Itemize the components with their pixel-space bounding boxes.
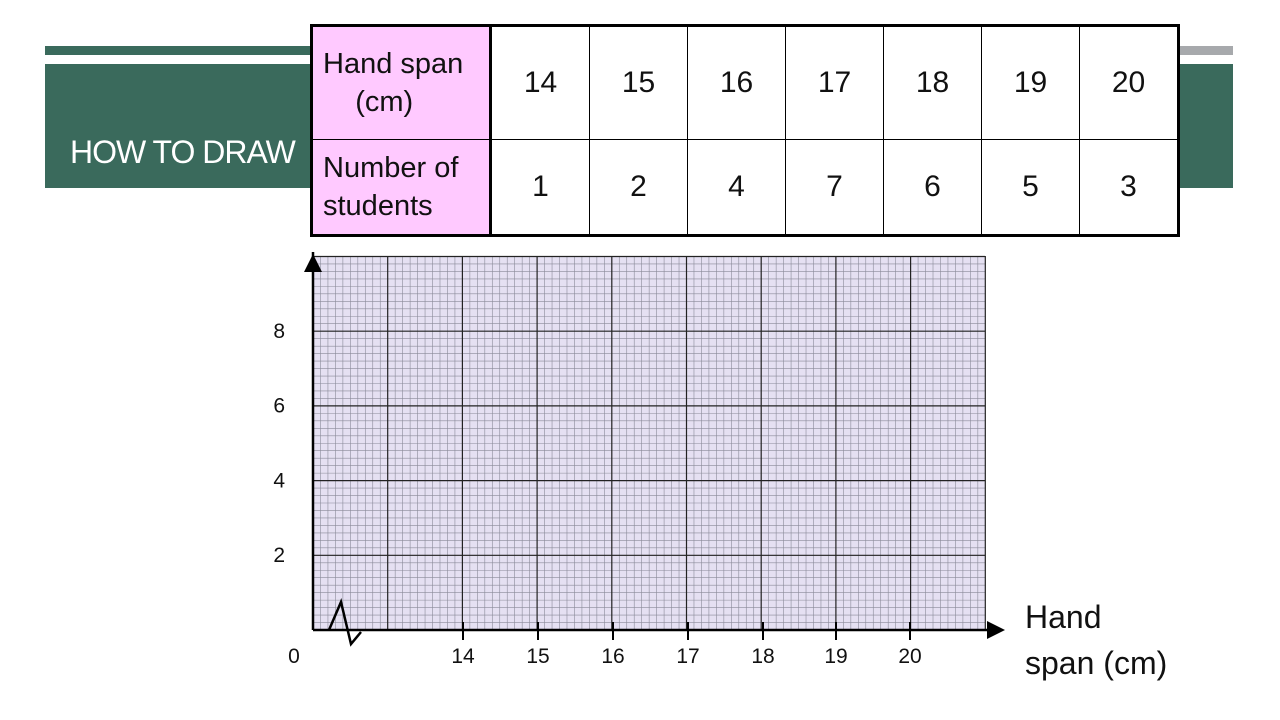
x-axis-title: Hand (1025, 599, 1102, 635)
hand-span-header: Hand span (cm) (311, 25, 492, 140)
x-tick-label: 18 (751, 645, 774, 668)
students-header: Number of students (311, 139, 492, 236)
y-axis-arrow (304, 254, 322, 272)
x-tick-label: 14 (451, 645, 475, 668)
student-count-value: 4 (687, 139, 786, 236)
y-tick-label: 6 (273, 395, 285, 418)
hand-span-row: Hand span (cm) 14 15 16 17 18 19 20 (311, 25, 1179, 140)
origin-label: 0 (288, 645, 300, 668)
x-axis-title: span (cm) (1025, 645, 1167, 681)
hand-span-value: 19 (981, 25, 1080, 140)
y-tick-label: 4 (273, 469, 285, 492)
x-tick-label: 20 (898, 645, 921, 668)
axis-break-zigzag (327, 598, 362, 647)
x-axis-arrow (987, 621, 1005, 639)
student-count-value: 2 (589, 139, 688, 236)
hand-span-value: 14 (490, 25, 590, 140)
hand-span-value: 18 (883, 25, 982, 140)
student-count-value: 1 (490, 139, 590, 236)
frequency-table: Hand span (cm) 14 15 16 17 18 19 20 Number of s… (310, 24, 1180, 237)
y-tick-label: 8 (273, 320, 285, 343)
hand-span-value: 16 (687, 25, 786, 140)
x-tick-label: 17 (676, 645, 699, 668)
x-tick-label: 16 (601, 645, 624, 668)
y-tick-label: 2 (273, 544, 285, 567)
student-count-value: 6 (883, 139, 982, 236)
student-count-value: 3 (1079, 139, 1179, 236)
slide-title: HOW TO DRAW (70, 134, 296, 170)
x-tick-label: 19 (824, 645, 847, 668)
banner-grey-stripe (1178, 46, 1233, 55)
hand-span-value: 15 (589, 25, 688, 140)
hand-span-value: 20 (1079, 25, 1179, 140)
student-count-value: 7 (785, 139, 884, 236)
x-tick-label: 15 (526, 645, 549, 668)
